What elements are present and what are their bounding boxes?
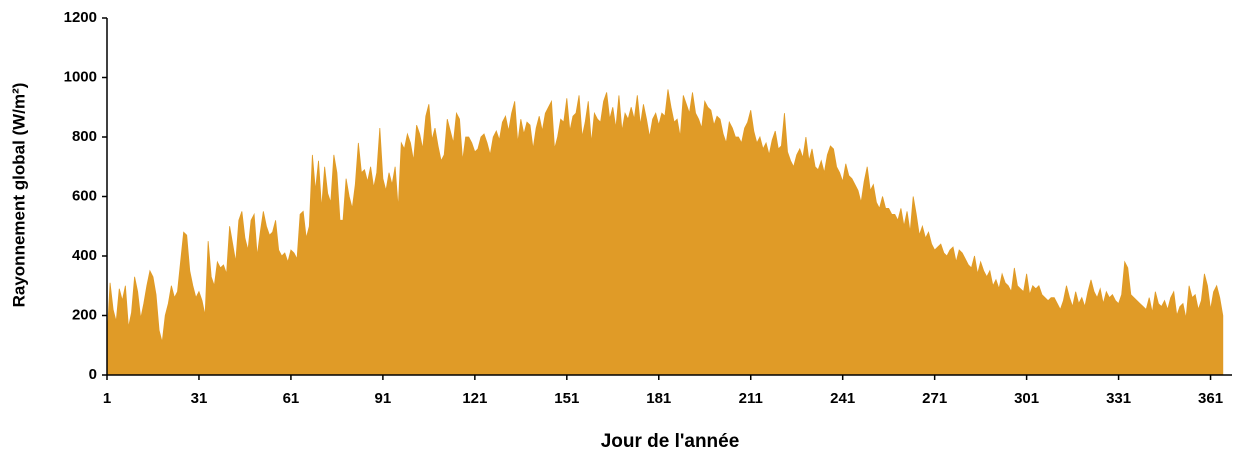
x-tick-label: 301	[1014, 390, 1039, 407]
y-axis-title: Rayonnement global (W/m²)	[9, 83, 28, 308]
x-tick-label: 211	[739, 390, 763, 407]
x-tick-label: 181	[646, 390, 671, 407]
x-tick-label: 1	[103, 390, 111, 407]
x-tick-label: 331	[1106, 390, 1131, 407]
x-tick-label: 361	[1198, 390, 1223, 407]
x-axis-title: Jour de l'année	[601, 431, 740, 452]
x-tick-label: 151	[554, 390, 579, 407]
x-tick-label: 121	[462, 390, 487, 407]
x-tick-label: 91	[375, 390, 392, 407]
y-tick-label: 800	[72, 128, 97, 145]
y-tick-label: 1200	[64, 9, 97, 26]
y-tick-label: 1000	[64, 68, 97, 85]
x-tick-label: 61	[283, 390, 300, 407]
y-tick-label: 600	[72, 187, 97, 204]
y-tick-label: 400	[72, 247, 97, 264]
y-tick-label: 200	[72, 306, 97, 323]
y-tick-label: 0	[89, 366, 97, 383]
area	[106, 89, 1224, 376]
x-tick-label: 241	[830, 390, 855, 407]
x-tick-label: 271	[922, 390, 947, 407]
x-tick-label: 31	[191, 390, 208, 407]
